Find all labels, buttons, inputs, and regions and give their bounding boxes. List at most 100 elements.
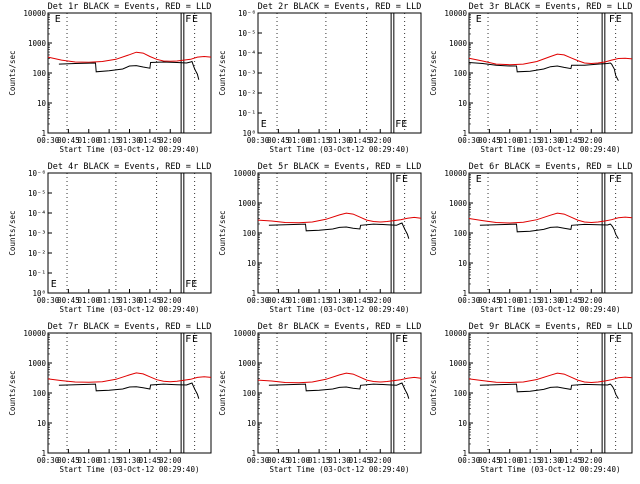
x-tick-label: 00:45 bbox=[478, 456, 501, 465]
plot-frame bbox=[257, 172, 422, 294]
y-tick-label: 10 bbox=[458, 99, 468, 108]
plot-frame bbox=[47, 172, 212, 294]
event-marker-label: E bbox=[261, 119, 267, 130]
x-tick-label: 01:45 bbox=[560, 456, 583, 465]
x-axis-label: Start Time (03-Oct-12 00:29:40) bbox=[481, 145, 621, 154]
x-tick-label: 01:45 bbox=[349, 136, 372, 145]
x-tick-label: 00:30 bbox=[37, 136, 60, 145]
x-axis-label: Start Time (03-Oct-12 00:29:40) bbox=[60, 305, 200, 314]
y-tick-label: 10000 bbox=[23, 9, 46, 18]
series-lld-red-line bbox=[47, 51, 212, 63]
x-tick-label: 01:45 bbox=[349, 456, 372, 465]
event-marker-label: E bbox=[616, 334, 622, 345]
x-tick-label: 02:00 bbox=[369, 456, 392, 465]
x-tick-label: 00:30 bbox=[247, 296, 270, 305]
x-tick-label: 01:15 bbox=[98, 456, 121, 465]
y-tick-label: 10000 bbox=[23, 329, 46, 338]
y-tick-label: 10000 bbox=[444, 329, 467, 338]
x-axis-label: Start Time (03-Oct-12 00:29:40) bbox=[60, 145, 200, 154]
x-axis-label: Start Time (03-Oct-12 00:29:40) bbox=[270, 305, 410, 314]
x-axis-label: Start Time (03-Oct-12 00:29:40) bbox=[60, 465, 200, 474]
plot-frame bbox=[468, 172, 633, 294]
event-marker-label: E bbox=[55, 14, 61, 25]
x-tick-label: 00:30 bbox=[247, 136, 270, 145]
x-tick-label: 01:00 bbox=[498, 136, 521, 145]
event-marker-label: E bbox=[476, 14, 482, 25]
x-tick-label: 01:00 bbox=[498, 296, 521, 305]
y-tick-label: 10 bbox=[458, 419, 468, 428]
y-tick-label: 10⁻³ bbox=[28, 229, 46, 238]
y-tick-label: 10⁻⁵ bbox=[28, 189, 46, 198]
y-tick-label: 10⁰ bbox=[242, 129, 256, 138]
event-marker-label: E bbox=[402, 174, 408, 185]
x-tick-label: 02:00 bbox=[369, 296, 392, 305]
y-tick-label: 10⁻⁴ bbox=[28, 209, 46, 218]
x-tick-label: 01:15 bbox=[98, 136, 121, 145]
x-tick-label: 00:45 bbox=[267, 296, 290, 305]
x-tick-label: 02:00 bbox=[369, 136, 392, 145]
x-tick-label: 00:45 bbox=[267, 456, 290, 465]
y-axis-label: Counts/sec bbox=[8, 210, 17, 255]
x-tick-label: 01:30 bbox=[539, 296, 562, 305]
x-tick-label: 01:15 bbox=[519, 456, 542, 465]
y-tick-label: 10⁻³ bbox=[238, 69, 256, 78]
panel-title: Det 9r BLACK = Events, RED = LLD bbox=[469, 322, 633, 332]
event-marker-label: E bbox=[402, 334, 408, 345]
y-tick-label: 10⁻⁶ bbox=[238, 9, 256, 18]
panel-title: Det 3r BLACK = Events, RED = LLD bbox=[469, 2, 633, 12]
x-tick-label: 01:15 bbox=[308, 296, 331, 305]
y-tick-label: 100 bbox=[242, 229, 256, 238]
event-marker-label: F bbox=[395, 334, 401, 345]
x-tick-label: 02:00 bbox=[580, 296, 603, 305]
x-tick-label: 02:00 bbox=[580, 136, 603, 145]
y-axis-label: Counts/sec bbox=[8, 370, 17, 415]
event-marker-label: E bbox=[51, 279, 57, 290]
x-tick-label: 01:45 bbox=[560, 296, 583, 305]
panel-det7r: Det 7r BLACK = Events, RED = LLD 00:3000:… bbox=[8, 322, 212, 474]
x-tick-label: 01:00 bbox=[77, 296, 100, 305]
x-tick-label: 01:15 bbox=[98, 296, 121, 305]
plot-frame bbox=[47, 332, 212, 454]
panel-det1r: Det 1r BLACK = Events, RED = LLD 00:3000:… bbox=[8, 2, 212, 154]
x-tick-label: 01:00 bbox=[287, 136, 310, 145]
event-marker-label: F bbox=[609, 14, 615, 25]
y-tick-label: 10⁻⁶ bbox=[28, 169, 46, 178]
series-lld-red-line bbox=[257, 372, 422, 384]
y-tick-label: 10⁰ bbox=[32, 289, 46, 298]
y-tick-label: 1000 bbox=[449, 39, 468, 48]
x-tick-label: 01:00 bbox=[287, 296, 310, 305]
x-tick-label: 02:00 bbox=[159, 136, 182, 145]
y-tick-label: 10⁻¹ bbox=[238, 109, 256, 118]
y-tick-label: 10 bbox=[37, 419, 47, 428]
event-marker-label: E bbox=[616, 174, 622, 185]
y-tick-label: 100 bbox=[32, 69, 46, 78]
y-tick-label: 10⁻¹ bbox=[28, 269, 46, 278]
y-tick-label: 1 bbox=[462, 449, 467, 458]
panel-title: Det 2r BLACK = Events, RED = LLD bbox=[258, 2, 422, 12]
x-tick-label: 01:15 bbox=[519, 296, 542, 305]
series-lld-red-line bbox=[47, 372, 212, 383]
x-tick-label: 00:45 bbox=[57, 456, 80, 465]
event-marker-label: F bbox=[395, 174, 401, 185]
x-tick-label: 01:45 bbox=[560, 136, 583, 145]
series-events-black-line bbox=[479, 223, 619, 239]
plot-frame bbox=[47, 12, 212, 134]
y-tick-label: 100 bbox=[453, 389, 467, 398]
y-axis-label: Counts/sec bbox=[218, 50, 227, 95]
y-tick-label: 1000 bbox=[238, 359, 257, 368]
x-tick-label: 01:30 bbox=[328, 136, 351, 145]
series-lld-red-line bbox=[468, 212, 633, 224]
x-tick-label: 01:15 bbox=[308, 136, 331, 145]
y-tick-label: 1 bbox=[251, 449, 256, 458]
x-tick-label: 02:00 bbox=[159, 296, 182, 305]
series-lld-red-line bbox=[468, 372, 633, 384]
y-tick-label: 10⁻⁵ bbox=[238, 29, 256, 38]
panel-title: Det 5r BLACK = Events, RED = LLD bbox=[258, 162, 422, 172]
series-events-black-line bbox=[268, 222, 410, 239]
event-marker-label: F bbox=[185, 334, 191, 345]
y-axis-label: Counts/sec bbox=[8, 50, 17, 95]
x-tick-label: 00:30 bbox=[37, 456, 60, 465]
x-tick-label: 01:45 bbox=[139, 456, 162, 465]
y-tick-label: 1000 bbox=[449, 199, 468, 208]
